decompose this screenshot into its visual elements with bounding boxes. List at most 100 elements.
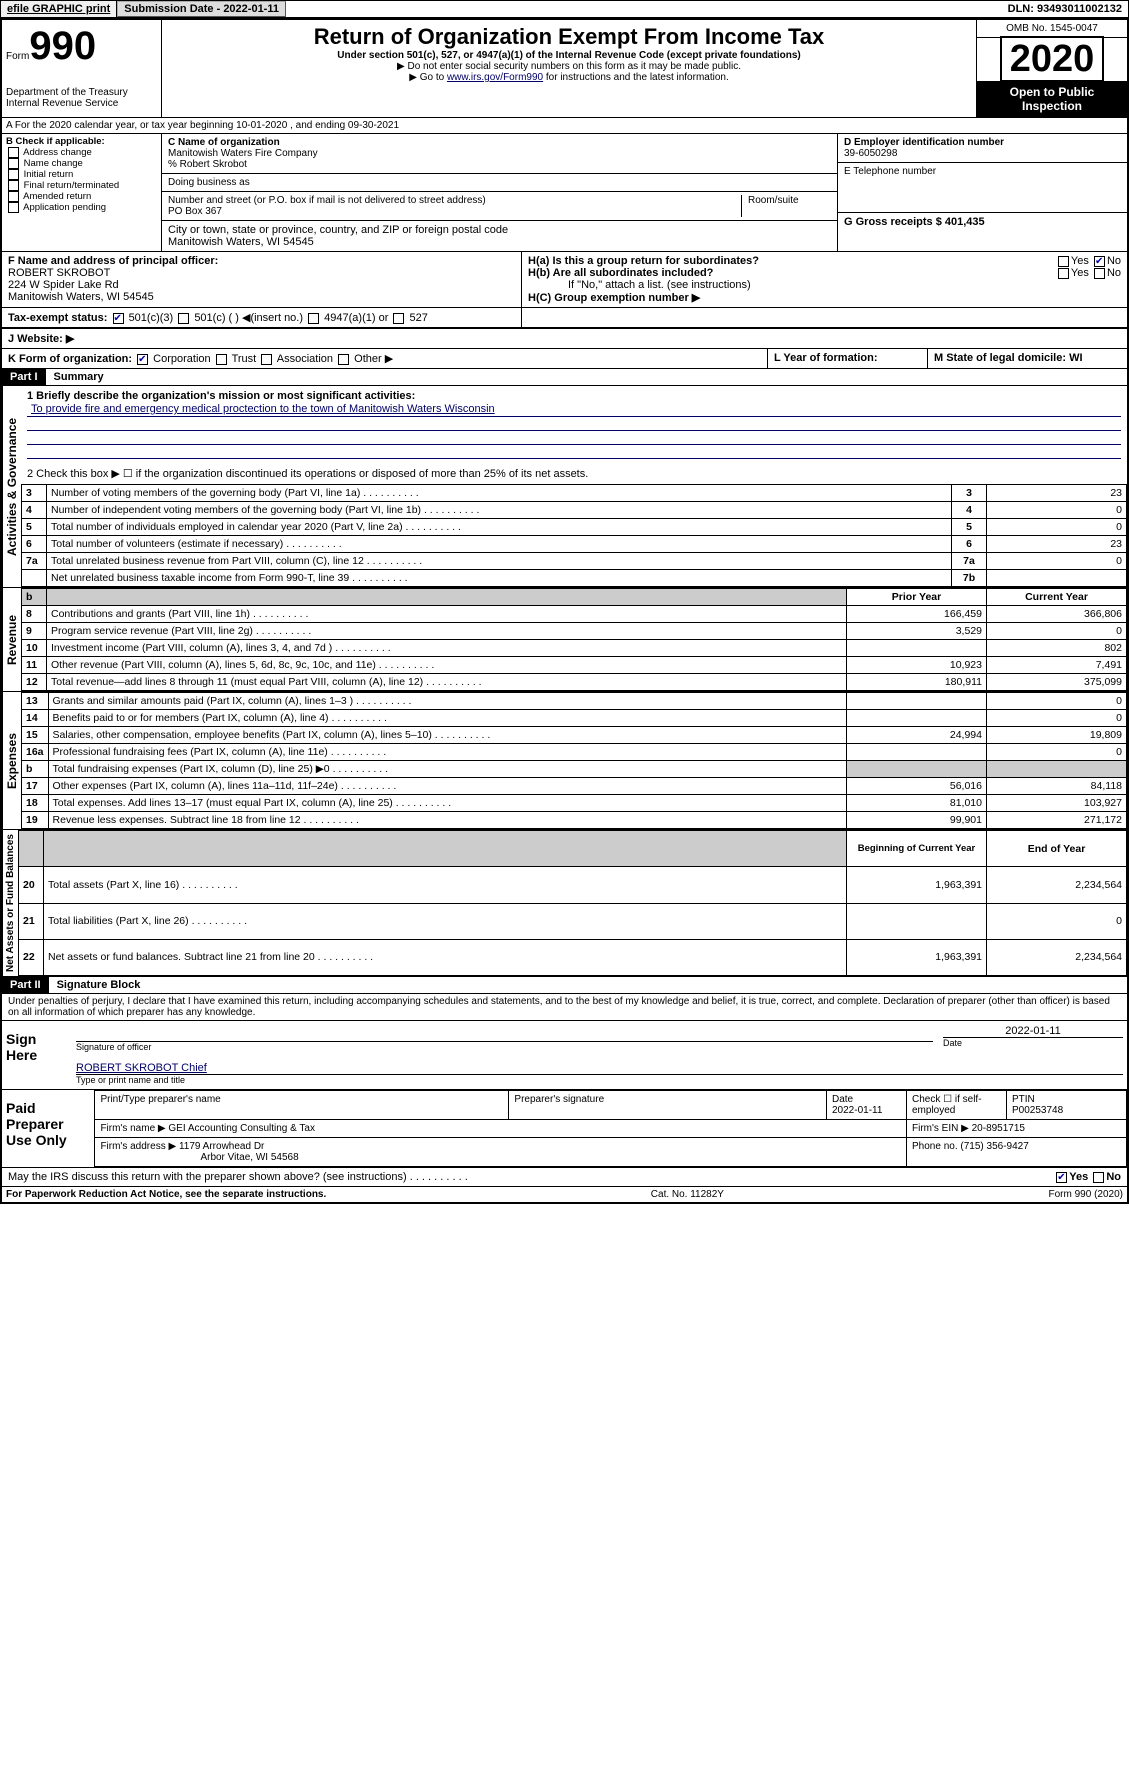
note2-post: for instructions and the latest informat… [543, 72, 729, 83]
efile-link[interactable]: efile GRAPHIC print [1, 1, 117, 17]
website-row: J Website: ▶ [2, 328, 1127, 348]
line-desc: Program service revenue (Part VIII, line… [47, 623, 847, 640]
hc-label: H(C) Group exemption number ▶ [528, 291, 1121, 304]
initial-return-checkbox[interactable] [8, 169, 19, 180]
527-checkbox[interactable] [393, 313, 404, 324]
address-change-checkbox[interactable] [8, 147, 19, 158]
4947-checkbox[interactable] [308, 313, 319, 324]
row-a-tax-year: A For the 2020 calendar year, or tax yea… [2, 117, 1127, 133]
firm-addr: 1179 Arrowhead Dr [179, 1141, 264, 1152]
city-label: City or town, state or province, country… [168, 224, 831, 236]
firm-ein: 20-8951715 [972, 1123, 1025, 1134]
hb-yes-checkbox[interactable] [1058, 268, 1069, 279]
discuss-yes-checkbox[interactable] [1056, 1172, 1067, 1183]
preparer-table: Print/Type preparer's name Preparer's si… [94, 1090, 1127, 1167]
prior-year-header: Prior Year [847, 589, 987, 606]
ha-yes-checkbox[interactable] [1058, 256, 1069, 267]
cb-4: Amended return [23, 191, 91, 202]
final-return-checkbox[interactable] [8, 180, 19, 191]
revenue-section: Revenue bPrior YearCurrent Year8Contribu… [2, 587, 1127, 691]
line-num: 15 [22, 727, 49, 744]
ts-1: 501(c) ( ) ◀(insert no.) [194, 312, 303, 324]
line-desc: Grants and similar amounts paid (Part IX… [48, 693, 846, 710]
assoc-checkbox[interactable] [261, 354, 272, 365]
line-num: 22 [19, 939, 44, 975]
line-desc: Number of independent voting members of … [47, 502, 952, 519]
501c3-checkbox[interactable] [113, 313, 124, 324]
submission-date-button[interactable]: Submission Date - 2022-01-11 [117, 1, 286, 17]
beg-value: 1,963,391 [847, 867, 987, 903]
k-label: K Form of organization: [8, 353, 132, 365]
irs-link[interactable]: www.irs.gov/Form990 [447, 72, 543, 83]
blank [19, 831, 44, 867]
ein-value: 39-6050298 [844, 148, 1121, 159]
ha-no-checkbox[interactable] [1094, 256, 1105, 267]
l2-text: 2 Check this box ▶ ☐ if the organization… [21, 463, 1127, 484]
hb-no-checkbox[interactable] [1094, 268, 1105, 279]
tax-status-row: Tax-exempt status: 501(c)(3) 501(c) ( ) … [2, 307, 1127, 328]
amended-return-checkbox[interactable] [8, 191, 19, 202]
ptin-label: PTIN [1012, 1094, 1035, 1105]
paid-prep-label: Paid Preparer Use Only [2, 1090, 94, 1167]
line-desc: Total assets (Part X, line 16) [44, 867, 847, 903]
netassets-table: Beginning of Current YearEnd of Year20To… [18, 830, 1127, 976]
form-title: Return of Organization Exempt From Incom… [166, 24, 972, 50]
line-num [22, 570, 47, 587]
app-pending-checkbox[interactable] [8, 202, 19, 213]
part-ii-badge: Part II [2, 977, 49, 993]
row-k: K Form of organization: Corporation Trus… [2, 348, 1127, 368]
prior-value [847, 744, 987, 761]
officer-name: ROBERT SKROBOT [8, 267, 515, 279]
k-0: Corporation [153, 353, 210, 365]
current-value: 366,806 [987, 606, 1127, 623]
tax-year: 2020 [1000, 36, 1105, 82]
ts-0: 501(c)(3) [129, 312, 174, 324]
prior-value: 56,016 [847, 778, 987, 795]
prior-value: 3,529 [847, 623, 987, 640]
part-ii-title: Signature Block [49, 977, 149, 993]
trust-checkbox[interactable] [216, 354, 227, 365]
line-num: 14 [22, 710, 49, 727]
blank [47, 589, 847, 606]
firm-phone: (715) 356-9427 [960, 1141, 1028, 1152]
row-f-h: F Name and address of principal officer:… [2, 251, 1127, 307]
corp-checkbox[interactable] [137, 354, 148, 365]
name-title-caption: Type or print name and title [76, 1075, 1123, 1085]
current-value: 84,118 [987, 778, 1127, 795]
city-value: Manitowish Waters, WI 54545 [168, 236, 831, 248]
line-desc: Total revenue—add lines 8 through 11 (mu… [47, 674, 847, 691]
tax-status-label: Tax-exempt status: [8, 312, 107, 324]
line-num: 18 [22, 795, 49, 812]
name-change-checkbox[interactable] [8, 158, 19, 169]
line-value: 0 [987, 502, 1127, 519]
line-box: 4 [952, 502, 987, 519]
line-num: 10 [22, 640, 47, 657]
col-b-header: B Check if applicable: [6, 136, 157, 147]
line-desc: Other expenses (Part IX, column (A), lin… [48, 778, 846, 795]
form-subtitle: Under section 501(c), 527, or 4947(a)(1)… [166, 50, 972, 61]
prep-check-label: Check ☐ if self-employed [907, 1091, 1007, 1120]
website-label: J Website: ▶ [2, 329, 80, 348]
end-value: 0 [987, 903, 1127, 939]
current-year-header: Current Year [987, 589, 1127, 606]
other-checkbox[interactable] [338, 354, 349, 365]
end-year-header: End of Year [987, 831, 1127, 867]
firm-ein-label: Firm's EIN ▶ [912, 1123, 969, 1134]
line-desc: Professional fundraising fees (Part IX, … [48, 744, 846, 761]
l1-label: 1 Briefly describe the organization's mi… [27, 390, 1121, 402]
phone-label: E Telephone number [838, 163, 1127, 213]
dba-label: Doing business as [162, 174, 837, 192]
exp-vert-label: Expenses [2, 692, 21, 829]
501c-checkbox[interactable] [178, 313, 189, 324]
gov-vert-label: Activities & Governance [2, 386, 21, 587]
section-b-c-d: B Check if applicable: Address change Na… [2, 133, 1127, 251]
k-2: Association [277, 353, 333, 365]
discuss-no-checkbox[interactable] [1093, 1172, 1104, 1183]
discuss-text: May the IRS discuss this return with the… [8, 1171, 407, 1183]
mission-blank-1 [27, 417, 1121, 431]
line-num: 6 [22, 536, 47, 553]
line-num: 5 [22, 519, 47, 536]
firm-name-label: Firm's name ▶ [100, 1123, 165, 1134]
firm-addr-label: Firm's address ▶ [100, 1141, 176, 1152]
prep-date: 2022-01-11 [832, 1105, 882, 1116]
